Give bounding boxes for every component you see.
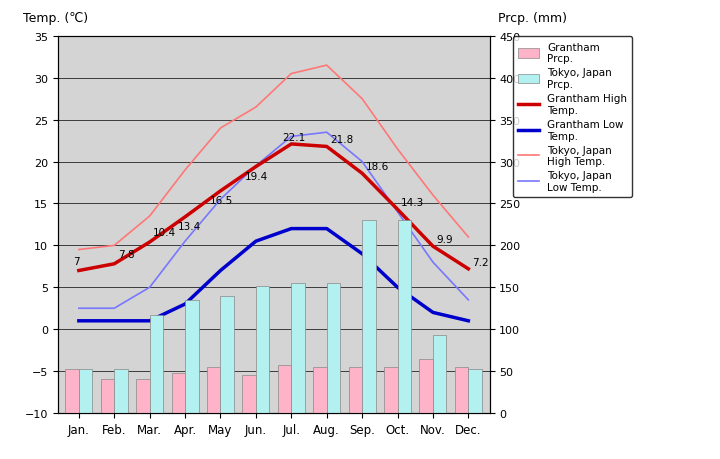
Text: 7.2: 7.2 xyxy=(472,257,489,267)
Legend: Grantham
Prcp., Tokyo, Japan
Prcp., Grantham High
Temp., Grantham Low
Temp., Tok: Grantham Prcp., Tokyo, Japan Prcp., Gran… xyxy=(513,37,632,198)
Bar xyxy=(292,284,305,413)
Text: 14.3: 14.3 xyxy=(401,198,424,207)
Text: Prcp. (mm): Prcp. (mm) xyxy=(498,12,567,25)
Text: Temp. (℃): Temp. (℃) xyxy=(23,12,88,25)
Bar xyxy=(114,369,127,413)
Bar xyxy=(150,315,163,413)
Text: 10.4: 10.4 xyxy=(153,228,176,238)
Bar xyxy=(433,336,446,413)
Text: 9.9: 9.9 xyxy=(436,235,453,245)
Text: 7: 7 xyxy=(73,256,80,266)
Bar xyxy=(207,367,220,413)
Bar xyxy=(171,373,185,413)
Text: 22.1: 22.1 xyxy=(282,133,306,142)
Text: 21.8: 21.8 xyxy=(330,135,354,145)
Bar xyxy=(362,221,376,413)
Bar xyxy=(327,284,340,413)
Bar xyxy=(384,367,397,413)
Text: 7.8: 7.8 xyxy=(118,250,135,259)
Bar xyxy=(397,221,411,413)
Bar xyxy=(313,367,327,413)
Text: 19.4: 19.4 xyxy=(246,172,269,182)
Bar xyxy=(136,380,150,413)
Bar xyxy=(348,367,362,413)
Bar xyxy=(66,369,79,413)
Text: 16.5: 16.5 xyxy=(210,196,233,206)
Bar xyxy=(185,300,199,413)
Bar xyxy=(79,369,92,413)
Bar xyxy=(101,380,114,413)
Text: 18.6: 18.6 xyxy=(366,162,389,172)
Bar xyxy=(278,365,292,413)
Bar xyxy=(455,367,468,413)
Bar xyxy=(243,375,256,413)
Text: 13.4: 13.4 xyxy=(178,222,202,232)
Bar xyxy=(420,359,433,413)
Bar xyxy=(256,286,269,413)
Bar xyxy=(220,296,234,413)
Bar xyxy=(468,369,482,413)
